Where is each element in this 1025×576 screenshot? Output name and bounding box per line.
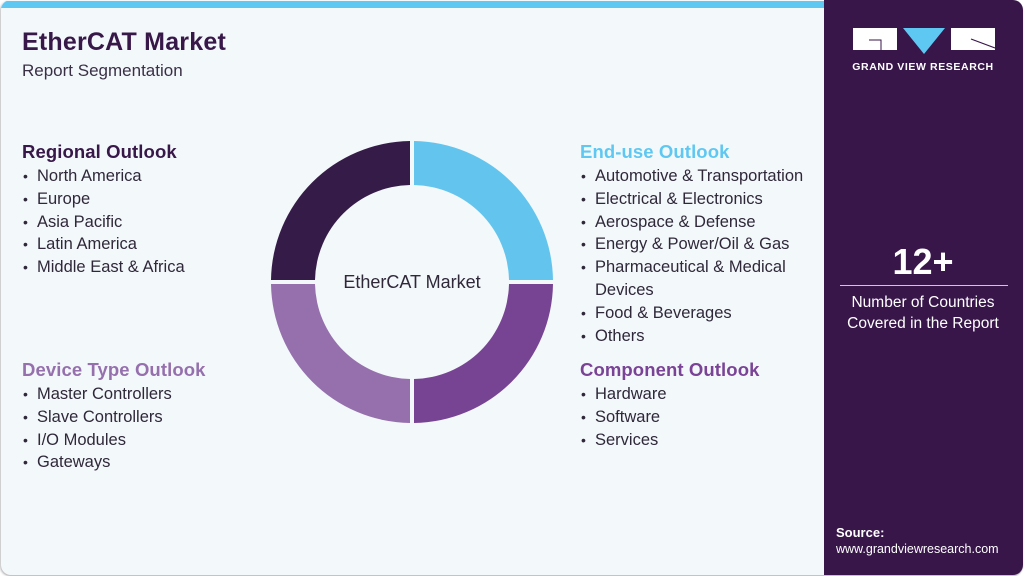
segmentation-donut [271,141,553,423]
list-item: Asia Pacific [22,211,185,234]
segment-title: Regional Outlook [22,141,177,162]
list-item: Middle East & Africa [22,256,185,279]
list-item: Others [580,325,810,348]
segment-device-type: Device Type Outlook Master Controllers S… [22,359,206,474]
list-item: Services [580,429,759,452]
list-item: Master Controllers [22,383,206,406]
stat-value: 12+ [892,241,954,282]
list-item: Electrical & Electronics [580,188,810,211]
list-item: Energy & Power/Oil & Gas [580,233,810,256]
donut-quadrant-component [414,284,553,423]
list-item: Software [580,406,759,429]
list-item: Automotive & Transportation [580,165,810,188]
segment-component: Component Outlook Hardware Software Serv… [580,359,759,451]
side-panel [824,0,1023,575]
segment-title: End-use Outlook [580,141,730,162]
stat-description: Number of Countries Covered in the Repor… [847,294,999,332]
page-subtitle: Report Segmentation [22,61,183,80]
donut-quadrant-device-type [271,284,410,423]
page-title: EtherCAT Market [22,28,226,56]
segment-regional: Regional Outlook North America Europe As… [22,141,185,279]
list-item: North America [22,165,185,188]
list-item: Aerospace & Defense [580,211,810,234]
list-item: I/O Modules [22,429,206,452]
stat-divider [840,285,1008,286]
segment-title: Device Type Outlook [22,359,206,380]
segment-list: North America Europe Asia Pacific Latin … [22,165,185,279]
source-url: www.grandviewresearch.com [836,542,999,556]
source-label: Source: [836,525,885,540]
segment-title: Component Outlook [580,359,760,380]
segment-list: Automotive & Transportation Electrical &… [580,165,810,347]
donut-center-label: EtherCAT Market [343,272,481,292]
segment-list: Hardware Software Services [580,383,759,451]
list-item: Slave Controllers [22,406,206,429]
list-item: Food & Beverages [580,302,810,325]
list-item: Latin America [22,233,185,256]
segment-list: Master Controllers Slave Controllers I/O… [22,383,206,474]
list-item: Pharmaceutical & Medical Devices [580,256,810,302]
segment-end-use: End-use Outlook Automotive & Transportat… [580,141,810,347]
grand-view-research-logo-icon [853,28,995,54]
list-item: Europe [22,188,185,211]
brand-name: GRAND VIEW RESEARCH [852,61,994,73]
accent-top-bar [1,1,824,8]
list-item: Hardware [580,383,759,406]
donut-quadrant-end-use [414,141,553,280]
list-item: Gateways [22,451,206,474]
donut-quadrant-regional [271,141,410,280]
